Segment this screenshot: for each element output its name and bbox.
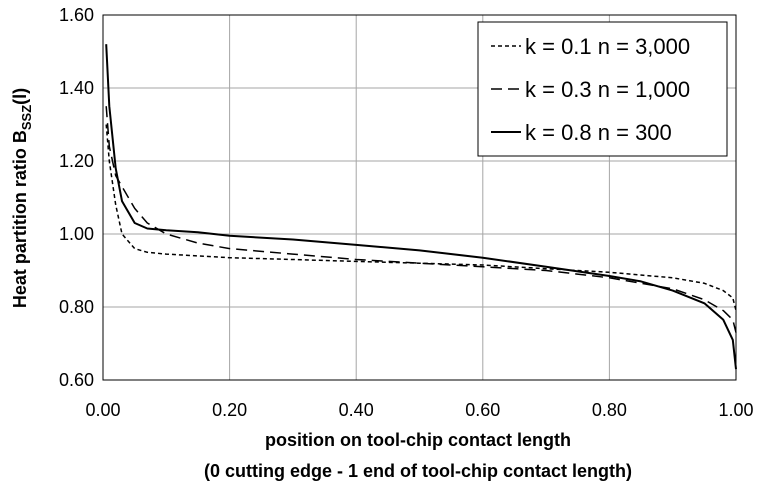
legend-label-1: k = 0.1 n = 3,000: [525, 34, 690, 59]
legend: k = 0.1 n = 3,000 k = 0.3 n = 1,000 k = 0.…: [477, 21, 728, 157]
y-tick-label: 0.80: [59, 297, 94, 317]
y-tick-label: 1.40: [59, 78, 94, 98]
x-axis-title: position on tool-chip contact length: [265, 430, 571, 450]
x-tick-label: 0.40: [339, 400, 374, 420]
y-axis-title-main: Heat partition ratio B: [10, 130, 30, 308]
x-tick-label: 0.20: [212, 400, 247, 420]
x-tick-label: 1.00: [718, 400, 753, 420]
x-tick-label: 0.80: [592, 400, 627, 420]
series-line-2: [105, 106, 737, 333]
y-tick-label: 1.00: [59, 224, 94, 244]
y-tick-label: 1.60: [59, 5, 94, 25]
y-axis-ticks: 0.60 0.80 1.00 1.20 1.40 1.60: [59, 5, 94, 390]
series-line-3: [105, 44, 737, 370]
y-tick-label: 1.20: [59, 151, 94, 171]
y-axis-title-tail: (l): [10, 88, 30, 105]
x-tick-label: 0.60: [465, 400, 500, 420]
x-tick-label: 0.00: [85, 400, 120, 420]
plot-area: [102, 14, 737, 381]
y-tick-label: 0.60: [59, 370, 94, 390]
x-axis-ticks: 0.00 0.20 0.40 0.60 0.80 1.00: [85, 400, 753, 420]
x-axis-subtitle: (0 cutting edge - 1 end of tool-chip con…: [204, 461, 632, 481]
legend-box: [477, 21, 728, 157]
legend-label-2: k = 0.3 n = 1,000: [525, 77, 690, 102]
series-lines: [105, 44, 737, 370]
y-axis-title-subscript: SSZ: [19, 105, 34, 130]
legend-label-3: k = 0.8 n = 300: [525, 120, 672, 145]
y-axis-title: Heat partition ratio BSSZ(l): [10, 88, 34, 308]
series-line-1: [105, 124, 737, 311]
